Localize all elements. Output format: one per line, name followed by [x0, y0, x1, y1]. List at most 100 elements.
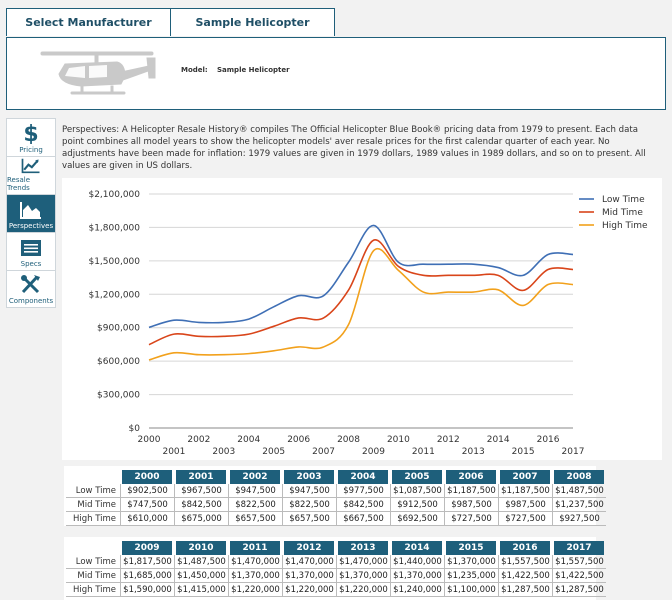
tab-select-manufacturer[interactable]: Select Manufacturer — [6, 8, 171, 36]
sidebar-item-components[interactable]: Components — [6, 270, 56, 308]
y-tick-label: $1,800,000 — [88, 223, 140, 233]
table-row: Mid Time $747,500 $842,500 $822,500 $822,500… — [66, 498, 606, 512]
price-cell: $967,500 — [174, 484, 228, 498]
year-header: 2014 — [390, 541, 444, 555]
year-label: 2004 — [338, 470, 388, 484]
x-tick-label: 2007 — [312, 447, 335, 457]
price-cell: $912,500 — [390, 498, 444, 512]
price-cell: $657,500 — [282, 512, 336, 526]
year-label: 2002 — [230, 470, 280, 484]
price-cell: $842,500 — [174, 498, 228, 512]
price-cell: $1,440,000 — [390, 555, 444, 569]
year-header: 2002 — [228, 470, 282, 484]
year-header: 2012 — [282, 541, 336, 555]
table-row: Low Time $902,500 $967,500 $947,500 $947,500… — [66, 484, 606, 498]
table-corner — [66, 470, 120, 484]
x-tick-label: 2011 — [412, 447, 435, 457]
year-label: 2017 — [554, 541, 604, 555]
row-label: Low Time — [66, 555, 120, 569]
year-header: 2009 — [120, 541, 174, 555]
table-row: Low Time $1,817,500 $1,487,500 $1,470,000 $1… — [66, 555, 606, 569]
y-tick-label: $900,000 — [97, 324, 140, 334]
x-tick-label: 2015 — [512, 447, 535, 457]
price-cell: $1,817,500 — [120, 555, 174, 569]
year-header: 2013 — [336, 541, 390, 555]
year-header: 2006 — [444, 470, 498, 484]
price-cell: $1,220,000 — [282, 583, 336, 597]
table-corner — [66, 541, 120, 555]
series-line-mid-time — [148, 239, 574, 346]
price-cell: $822,500 — [228, 498, 282, 512]
price-cell: $842,500 — [336, 498, 390, 512]
list-icon — [21, 240, 41, 256]
x-tick-label: 2008 — [337, 435, 360, 445]
x-tick-label: 2013 — [462, 447, 485, 457]
area-chart-icon — [20, 202, 41, 219]
price-cell: $1,100,000 — [444, 583, 498, 597]
year-header: 2011 — [228, 541, 282, 555]
tools-icon — [21, 275, 40, 294]
table-row: Mid Time $1,685,000 $1,450,000 $1,370,000 $1… — [66, 569, 606, 583]
row-label: High Time — [66, 512, 120, 526]
year-header: 2005 — [390, 470, 444, 484]
sidebar-item-specs[interactable]: Specs — [6, 232, 56, 270]
year-label: 2008 — [554, 470, 604, 484]
row-label: Mid Time — [66, 569, 120, 583]
year-header: 2015 — [444, 541, 498, 555]
table-row: High Time $610,000 $675,000 $657,500 $657,50… — [66, 512, 606, 526]
y-tick-label: $0 — [129, 424, 141, 434]
year-header: 2004 — [336, 470, 390, 484]
legend-label: Low Time — [602, 195, 645, 205]
year-label: 2016 — [500, 541, 550, 555]
year-label: 2007 — [500, 470, 550, 484]
sidebar-item-label: Perspectives — [8, 222, 54, 230]
year-label: 2005 — [392, 470, 442, 484]
price-cell: $692,500 — [390, 512, 444, 526]
svg-text:$: $ — [23, 122, 38, 144]
year-header: 2000 — [120, 470, 174, 484]
price-cell: $1,470,000 — [228, 555, 282, 569]
price-cell: $1,087,500 — [390, 484, 444, 498]
sidebar-item-label: Components — [8, 297, 54, 305]
row-label: Mid Time — [66, 498, 120, 512]
price-cell: $747,500 — [120, 498, 174, 512]
y-tick-label: $2,100,000 — [88, 190, 140, 200]
price-cell: $1,370,000 — [444, 555, 498, 569]
sidebar-item-perspectives[interactable]: Perspectives — [6, 194, 56, 232]
price-cell: $1,590,000 — [120, 583, 174, 597]
year-header: 2007 — [498, 470, 552, 484]
price-cell: $1,422,500 — [498, 569, 552, 583]
year-header: 2016 — [498, 541, 552, 555]
x-tick-label: 2009 — [362, 447, 385, 457]
row-label: Low Time — [66, 484, 120, 498]
year-label: 2000 — [122, 470, 172, 484]
x-tick-label: 2014 — [487, 435, 510, 445]
model-label: Model: — [181, 66, 208, 74]
x-tick-label: 2004 — [237, 435, 260, 445]
tab-model[interactable]: Sample Helicopter — [171, 8, 335, 36]
price-cell: $1,422,500 — [552, 569, 606, 583]
sidebar-item-resale-trends[interactable]: Resale Trends — [6, 156, 56, 194]
price-cell: $1,370,000 — [390, 569, 444, 583]
x-tick-label: 2000 — [138, 435, 161, 445]
price-cell: $1,487,500 — [174, 555, 228, 569]
year-header: 2017 — [552, 541, 606, 555]
x-tick-label: 2017 — [562, 447, 585, 457]
x-tick-label: 2003 — [212, 447, 235, 457]
price-cell: $987,500 — [444, 498, 498, 512]
dollar-icon: $ — [23, 122, 38, 144]
x-tick-label: 2005 — [262, 447, 285, 457]
table-header-row: 2000 2001 2002 2003 2004 2005 2006 2007 2008 — [66, 470, 606, 484]
sidebar-item-pricing[interactable]: $ Pricing — [6, 118, 56, 156]
price-cell: $657,500 — [228, 512, 282, 526]
year-label: 2006 — [446, 470, 496, 484]
price-cell: $1,220,000 — [228, 583, 282, 597]
legend-label: High Time — [602, 221, 648, 231]
price-cell: $727,500 — [444, 512, 498, 526]
year-label: 2009 — [122, 541, 172, 555]
price-cell: $1,685,000 — [120, 569, 174, 583]
x-tick-label: 2002 — [187, 435, 210, 445]
series-line-high-time — [148, 247, 574, 361]
price-cell: $1,557,500 — [498, 555, 552, 569]
year-label: 2012 — [284, 541, 334, 555]
